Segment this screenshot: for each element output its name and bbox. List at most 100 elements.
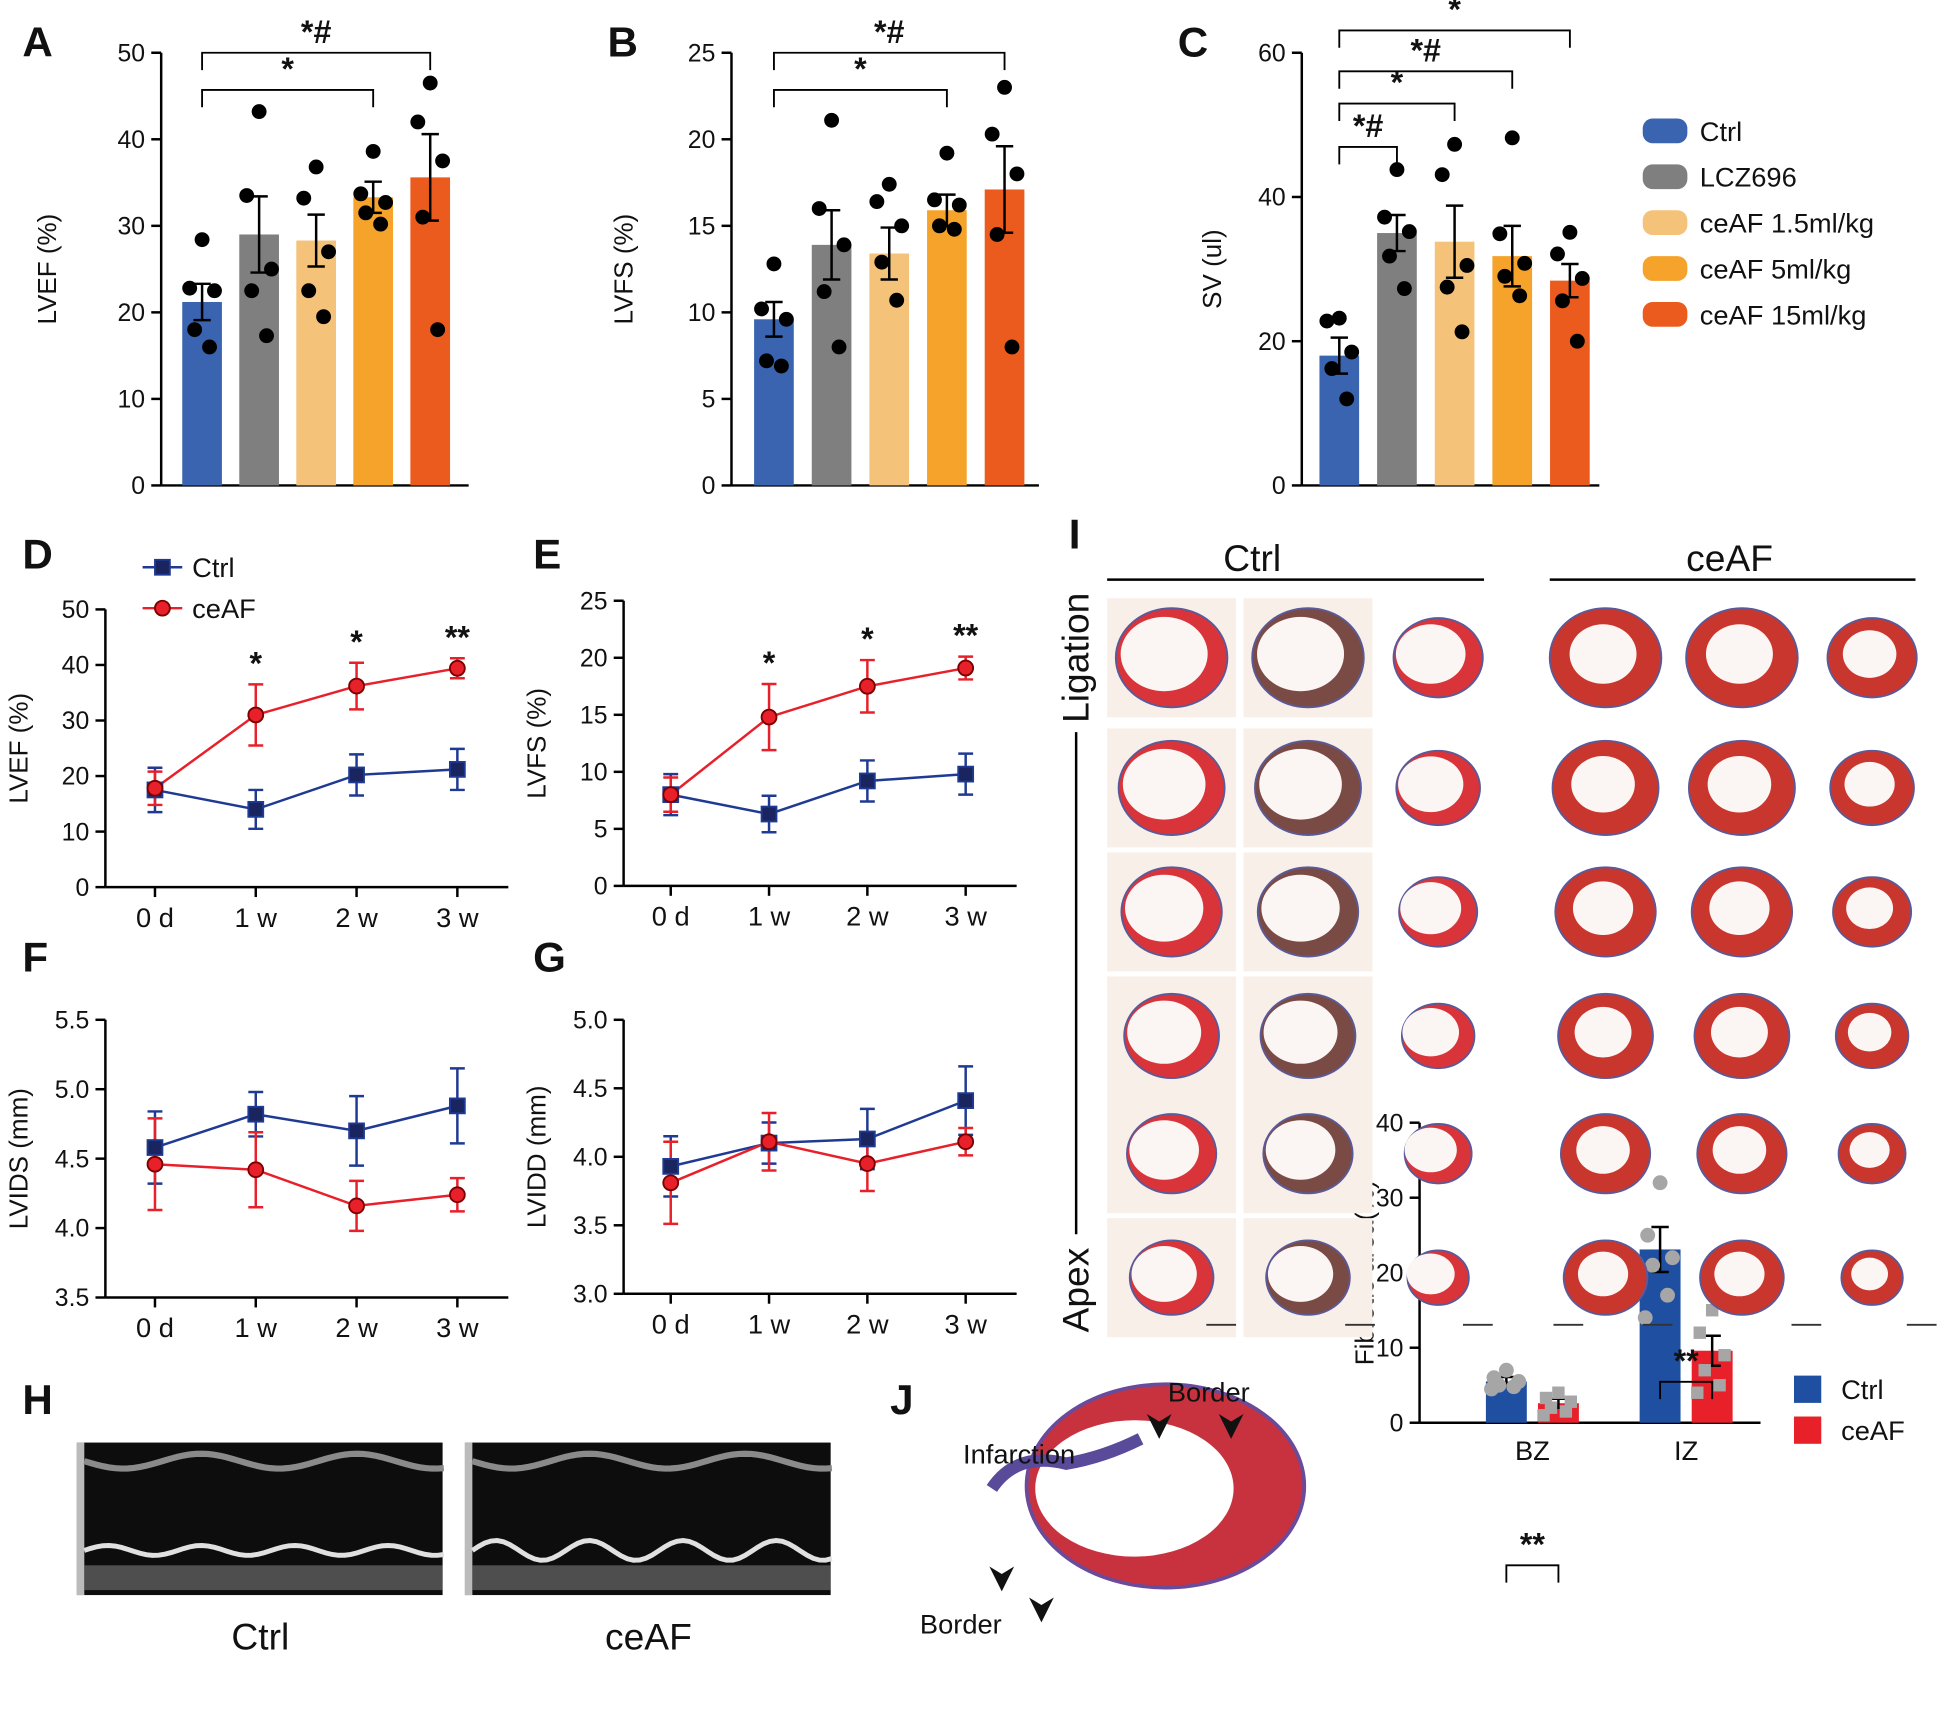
bar — [869, 253, 910, 486]
bar — [811, 244, 852, 486]
infarct-wall — [986, 1433, 1144, 1493]
y-tick-label: 60 — [1258, 40, 1286, 67]
data-point — [296, 190, 312, 206]
data-point — [858, 677, 876, 695]
data-point — [662, 786, 680, 804]
data-point — [1569, 333, 1585, 349]
heart-cavity — [1577, 1251, 1629, 1297]
data-point — [1004, 339, 1020, 355]
heart-cavity — [1402, 1008, 1460, 1057]
data-point — [836, 237, 852, 253]
data-point — [858, 1155, 876, 1173]
data-point — [1645, 1257, 1661, 1273]
data-point — [448, 659, 466, 677]
image-label: Border — [920, 1608, 1002, 1639]
x-tick-label: 1 w — [235, 902, 278, 933]
data-point — [321, 244, 336, 260]
data-point — [247, 1105, 265, 1123]
panel-label: F — [22, 933, 48, 980]
y-tick-label: 0 — [131, 473, 145, 500]
data-point — [1574, 271, 1590, 286]
panel-label: D — [22, 531, 52, 578]
y-axis-label: LVEF (%) — [32, 214, 62, 325]
data-point — [358, 205, 374, 221]
y-tick-label: 4.0 — [573, 1144, 607, 1171]
row-label: Ligation — [1055, 593, 1097, 723]
y-tick-label: 0 — [594, 874, 608, 901]
data-point — [927, 192, 942, 208]
y-tick-label: 30 — [1376, 1185, 1404, 1212]
data-point — [816, 284, 832, 300]
legend-swatch — [1642, 164, 1688, 190]
data-point — [766, 256, 782, 272]
significance-label: ** — [1520, 1526, 1546, 1562]
y-tick-label: 0 — [1272, 473, 1286, 500]
heart-cavity — [1265, 1120, 1336, 1180]
heart-cavity — [1259, 748, 1342, 820]
error-bar — [193, 282, 211, 322]
y-tick-label: 10 — [62, 819, 90, 846]
data-point — [760, 708, 778, 726]
y-tick-label: 0 — [75, 875, 89, 902]
panel-label: J — [890, 1376, 913, 1423]
x-tick-label: 2 w — [335, 1312, 378, 1343]
significance-label: ** — [953, 618, 979, 654]
data-point — [182, 280, 198, 296]
data-point — [239, 188, 255, 203]
echo-wall — [471, 1538, 833, 1563]
y-tick-label: 4.5 — [573, 1076, 607, 1103]
data-point — [1377, 209, 1392, 225]
data-point — [1389, 162, 1405, 178]
arrowhead — [1146, 1414, 1172, 1439]
x-tick-label: 2 w — [846, 1308, 889, 1339]
data-point — [187, 322, 203, 338]
data-point — [831, 339, 847, 355]
y-tick-label: 15 — [580, 702, 608, 729]
legend-swatch — [1642, 256, 1688, 281]
data-point — [858, 1130, 876, 1148]
y-tick-label: 25 — [688, 40, 716, 67]
echo-wall — [471, 1450, 833, 1472]
data-point — [1492, 226, 1508, 242]
y-tick-label: 0 — [1390, 1410, 1404, 1437]
heart-cavity — [1851, 1257, 1889, 1291]
y-tick-label: 0 — [702, 473, 716, 500]
bar — [1492, 256, 1533, 486]
y-tick-label: 30 — [62, 708, 90, 735]
data-point — [759, 353, 774, 369]
significance-label: *# — [301, 14, 332, 50]
significance-bracket — [1659, 1380, 1714, 1400]
heart-cavity — [1404, 1127, 1457, 1173]
data-point — [1537, 1409, 1550, 1422]
data-point — [989, 227, 1005, 242]
data-point — [939, 145, 955, 161]
y-tick-label: 40 — [117, 127, 145, 154]
data-point — [1660, 1287, 1675, 1303]
x-tick-label: 0 d — [136, 902, 174, 933]
x-tick-label: 3 w — [436, 902, 479, 933]
significance-label: * — [1391, 65, 1404, 101]
data-point — [1447, 136, 1463, 152]
data-point — [448, 1097, 466, 1115]
panel-label: B — [608, 18, 638, 65]
heart-cavity — [1576, 1126, 1630, 1174]
heart-cavity — [1406, 1253, 1455, 1295]
legend-swatch — [1642, 118, 1688, 144]
y-tick-label: 50 — [117, 40, 145, 67]
x-tick-label: 1 w — [235, 1312, 278, 1343]
echo-scale — [76, 1442, 85, 1596]
data-point — [811, 201, 827, 216]
data-point — [1640, 1227, 1656, 1243]
data-point — [1637, 1310, 1653, 1326]
y-tick-label: 4.0 — [55, 1216, 89, 1243]
image-label: Ctrl — [231, 1616, 289, 1658]
x-tick-label: BZ — [1515, 1435, 1550, 1466]
data-point — [146, 779, 164, 797]
series-line — [669, 666, 966, 796]
echo-tissue — [472, 1565, 831, 1591]
row-label: Apex — [1055, 1247, 1097, 1332]
echo-scale — [464, 1442, 473, 1596]
y-tick-label: 5.0 — [573, 1007, 607, 1034]
data-point — [869, 194, 885, 210]
panel-label: C — [1178, 18, 1208, 65]
